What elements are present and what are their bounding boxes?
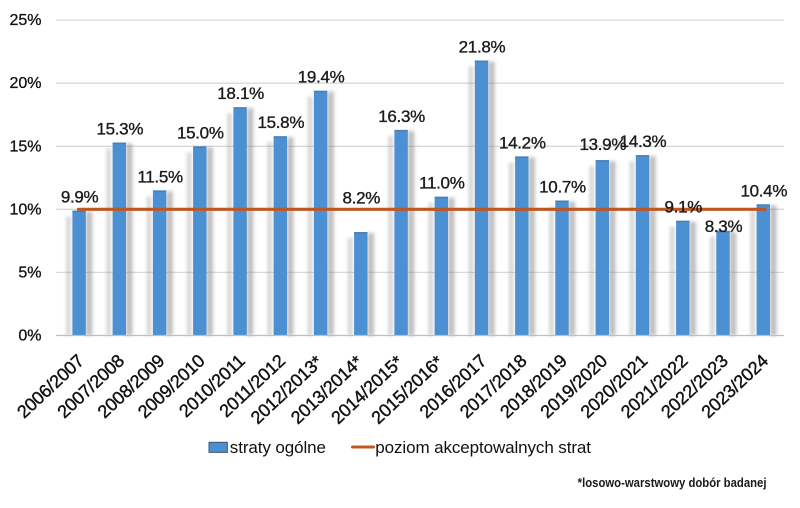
svg-text:15.0%: 15.0% xyxy=(177,123,224,142)
svg-text:15.8%: 15.8% xyxy=(257,113,304,132)
svg-text:15.3%: 15.3% xyxy=(96,120,143,139)
svg-text:8.2%: 8.2% xyxy=(343,189,381,208)
svg-text:5%: 5% xyxy=(18,264,41,281)
svg-text:10.7%: 10.7% xyxy=(539,178,586,197)
svg-text:15%: 15% xyxy=(9,138,41,155)
svg-text:0%: 0% xyxy=(18,328,41,345)
svg-text:straty ogólne: straty ogólne xyxy=(230,438,326,457)
svg-text:10.4%: 10.4% xyxy=(740,181,787,200)
svg-text:10%: 10% xyxy=(9,201,41,218)
svg-text:19.4%: 19.4% xyxy=(298,68,345,87)
svg-text:11.5%: 11.5% xyxy=(137,167,183,186)
svg-text:11.0%: 11.0% xyxy=(419,174,465,193)
svg-text:18.1%: 18.1% xyxy=(217,84,264,103)
svg-text:9.1%: 9.1% xyxy=(665,198,703,217)
svg-text:9.9%: 9.9% xyxy=(61,188,99,207)
svg-text:*losowo-warstwowy dobór badane: *losowo-warstwowy dobór badanej xyxy=(578,475,767,490)
svg-text:25%: 25% xyxy=(9,12,41,29)
svg-text:poziom akceptowalnych strat: poziom akceptowalnych strat xyxy=(375,438,591,457)
svg-text:14.2%: 14.2% xyxy=(499,133,546,152)
svg-text:13.9%: 13.9% xyxy=(579,135,626,154)
svg-text:20%: 20% xyxy=(9,75,41,92)
svg-text:14.3%: 14.3% xyxy=(620,132,667,151)
svg-text:16.3%: 16.3% xyxy=(378,107,425,126)
svg-text:21.8%: 21.8% xyxy=(459,38,506,57)
svg-text:8.3%: 8.3% xyxy=(705,217,743,236)
